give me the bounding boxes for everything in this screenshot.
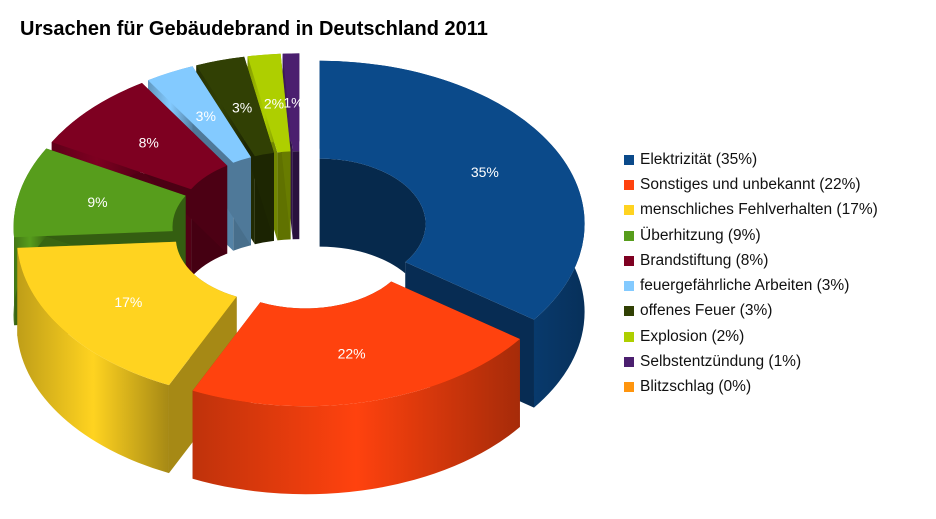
pie-slice	[17, 241, 237, 474]
legend-label: offenes Feuer (3%)	[640, 302, 773, 320]
legend-swatch	[624, 306, 634, 317]
legend-item: offenes Feuer (3%)	[624, 299, 878, 324]
legend-item: Blitzschlag (0%)	[624, 375, 878, 400]
legend-item: feuergefährliche Arbeiten (3%)	[624, 273, 878, 298]
slice-data-label: 1%	[283, 94, 303, 110]
legend-label: menschliches Fehlverhalten (17%)	[640, 201, 878, 219]
chart-title: Ursachen für Gebäudebrand in Deutschland…	[20, 18, 488, 40]
legend-item: Elektrizität (35%)	[624, 147, 878, 172]
slice-data-label: 2%	[264, 95, 284, 111]
legend-swatch	[624, 382, 634, 393]
legend-item: Überhitzung (9%)	[624, 223, 878, 248]
legend-item: Sonstiges und unbekannt (22%)	[624, 172, 878, 197]
slice-data-label: 3%	[232, 99, 252, 115]
legend-label: Elektrizität (35%)	[640, 150, 758, 168]
legend-item: Selbstentzündung (1%)	[624, 349, 878, 374]
legend-item: menschliches Fehlverhalten (17%)	[624, 198, 878, 223]
slice-data-label: 9%	[87, 194, 107, 210]
legend-item: Brandstiftung (8%)	[624, 248, 878, 273]
legend-swatch	[624, 331, 634, 342]
legend-label: Blitzschlag (0%)	[640, 378, 752, 396]
slice-data-label: 22%	[338, 346, 366, 362]
legend-label: feuergefährliche Arbeiten (3%)	[640, 277, 850, 295]
slice-data-label: 8%	[139, 135, 159, 151]
legend-swatch	[624, 281, 634, 292]
legend-label: Sonstiges und unbekannt (22%)	[640, 175, 861, 193]
slice-data-label: 3%	[196, 108, 216, 124]
legend-swatch	[624, 154, 634, 165]
legend-swatch	[624, 357, 634, 368]
legend-label: Brandstiftung (8%)	[640, 251, 769, 269]
legend-label: Selbstentzündung (1%)	[640, 353, 802, 371]
legend-swatch	[624, 179, 634, 190]
legend-label: Überhitzung (9%)	[640, 226, 761, 244]
legend-swatch	[624, 255, 634, 266]
legend-swatch	[624, 205, 634, 216]
legend-swatch	[624, 230, 634, 241]
pie-slice	[192, 281, 520, 495]
legend: Elektrizität (35%) Sonstiges und unbekann…	[624, 147, 878, 400]
legend-label: Explosion (2%)	[640, 327, 745, 345]
slice-data-label: 35%	[471, 164, 499, 180]
legend-item: Explosion (2%)	[624, 324, 878, 349]
slice-data-label: 17%	[114, 294, 142, 310]
